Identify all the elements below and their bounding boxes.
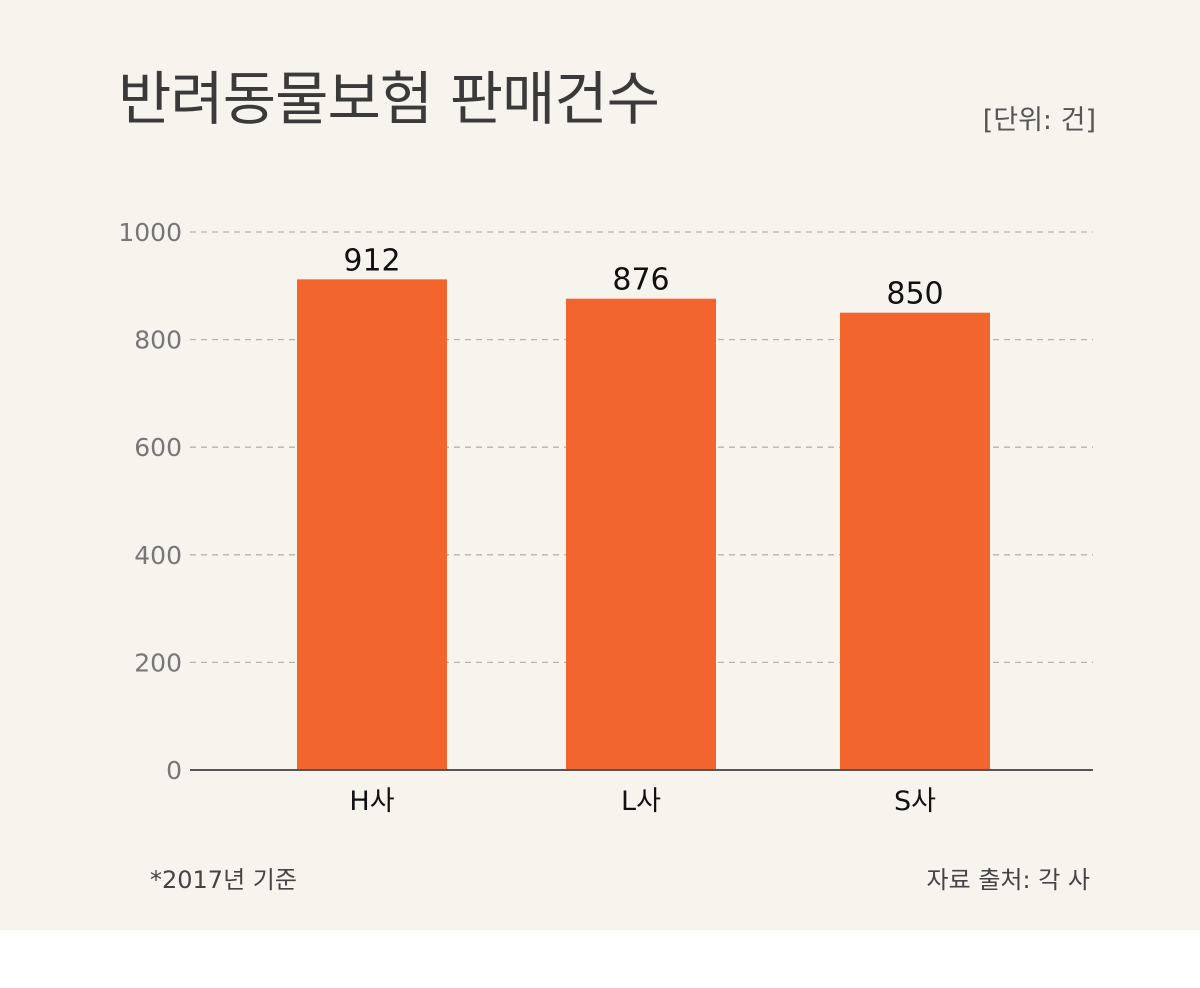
bar: [840, 312, 990, 770]
bar: [566, 298, 716, 770]
y-tick-label: 400: [134, 541, 182, 570]
chart-panel: 반려동물보험 판매건수 [단위: 건] 0 200 400 600 800 1000 912…: [0, 0, 1200, 930]
y-tick-label: 1000: [118, 218, 182, 247]
data-label: 850: [886, 277, 943, 312]
chart-title: 반려동물보험 판매건수: [118, 65, 660, 133]
y-tick-label: 600: [134, 433, 182, 462]
x-tick-label: H사: [349, 786, 394, 817]
y-tick-label: 0: [166, 756, 182, 785]
y-tick-label: 200: [134, 648, 182, 677]
data-label: 912: [343, 243, 400, 278]
source-note: 자료 출처: 각 사: [926, 866, 1090, 894]
x-tick-label: L사: [621, 786, 661, 817]
data-label: 876: [612, 263, 669, 298]
bar: [297, 279, 447, 770]
footnote: *2017년 기준: [150, 866, 297, 894]
x-tick-label: S사: [894, 786, 936, 817]
unit-note: [단위: 건]: [982, 105, 1096, 136]
bar-chart: 0 200 400 600 800 1000 912 H사 876 L사 850 S사: [118, 218, 1093, 817]
y-tick-label: 800: [134, 326, 182, 355]
